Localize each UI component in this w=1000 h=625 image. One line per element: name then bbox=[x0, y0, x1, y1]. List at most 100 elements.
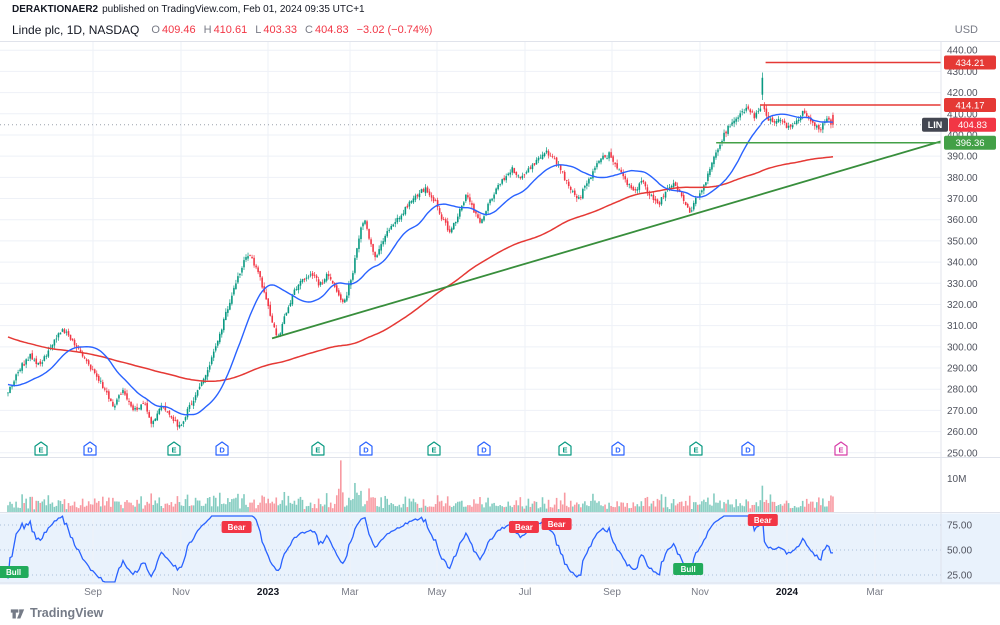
ma-fast-line bbox=[7, 113, 834, 416]
svg-text:Bear: Bear bbox=[548, 520, 566, 529]
last-price-badge bbox=[949, 117, 996, 132]
svg-text:Bear: Bear bbox=[754, 516, 772, 525]
svg-text:Jul: Jul bbox=[519, 587, 532, 598]
volume-series bbox=[7, 460, 834, 512]
time-axis-labels: Sep Nov 2023 Mar May Jul Sep Nov 2024 Mar bbox=[84, 587, 884, 598]
price-axis-labels: 440.00430.00420.00410.00400.00390.00380.… bbox=[947, 46, 978, 582]
ohlc-pair: O 409.46 bbox=[151, 24, 195, 36]
svg-text:Sep: Sep bbox=[603, 587, 621, 598]
svg-text:Bear: Bear bbox=[228, 523, 246, 532]
svg-text:D: D bbox=[615, 446, 621, 455]
svg-text:390.00: 390.00 bbox=[947, 152, 978, 163]
svg-text:396.36: 396.36 bbox=[955, 138, 984, 149]
svg-text:D: D bbox=[745, 446, 751, 455]
symbol-badge bbox=[922, 117, 948, 132]
tradingview-logo-text: TradingView bbox=[30, 606, 104, 620]
earnings-marker[interactable] bbox=[834, 441, 848, 456]
earnings-marker[interactable] bbox=[34, 441, 48, 456]
svg-text:414.17: 414.17 bbox=[955, 100, 984, 111]
svg-text:350.00: 350.00 bbox=[947, 236, 978, 247]
dividend-marker[interactable] bbox=[215, 441, 229, 456]
svg-text:E: E bbox=[693, 446, 698, 455]
dividend-marker[interactable] bbox=[359, 441, 373, 456]
tradingview-logo[interactable]: TradingView bbox=[10, 606, 103, 621]
svg-text:Mar: Mar bbox=[341, 587, 359, 598]
close-label: C bbox=[305, 23, 313, 36]
svg-text:D: D bbox=[219, 446, 225, 455]
chart-area[interactable]: Bull Bear Bear Bear Bull Bear E D E D E D E D E D E D E 440… bbox=[0, 42, 1000, 601]
chart-canvas[interactable]: Bull Bear Bear Bear Bull Bear E D E D E D E D E D E D E 440… bbox=[0, 42, 1000, 601]
price-axis-badges: 434.21 414.17 396.36 LIN 404.83 bbox=[922, 55, 996, 150]
svg-text:D: D bbox=[363, 446, 369, 455]
attribution-username: DERAKTIONAER2 bbox=[12, 3, 99, 15]
svg-text:E: E bbox=[171, 446, 176, 455]
open-label: O bbox=[151, 23, 160, 36]
open-value: 409.46 bbox=[161, 23, 196, 36]
svg-text:E: E bbox=[838, 446, 843, 455]
currency-label[interactable]: USD bbox=[954, 23, 978, 36]
signal-badges: Bull Bear Bear Bear Bull Bear bbox=[0, 514, 778, 578]
svg-text:D: D bbox=[481, 446, 487, 455]
grid-lines bbox=[0, 42, 941, 583]
earnings-marker[interactable] bbox=[689, 441, 703, 456]
svg-text:290.00: 290.00 bbox=[947, 364, 978, 375]
svg-text:404.83: 404.83 bbox=[958, 120, 987, 131]
svg-text:Bull: Bull bbox=[681, 565, 696, 574]
svg-text:380.00: 380.00 bbox=[947, 173, 978, 184]
ohlc-readout: O 409.46 H 410.61 L 403.33 C 404.83 −3.02 (−… bbox=[151, 24, 432, 36]
svg-text:E: E bbox=[562, 446, 567, 455]
svg-text:Mar: Mar bbox=[866, 587, 884, 598]
price-axis[interactable] bbox=[941, 42, 1000, 583]
svg-text:2023: 2023 bbox=[257, 587, 280, 598]
svg-text:Nov: Nov bbox=[691, 587, 709, 598]
candlestick-series bbox=[7, 72, 834, 431]
svg-text:320.00: 320.00 bbox=[947, 300, 978, 311]
svg-text:LIN: LIN bbox=[928, 120, 943, 130]
dividend-marker[interactable] bbox=[477, 441, 491, 456]
earnings-marker[interactable] bbox=[558, 441, 572, 456]
svg-text:310.00: 310.00 bbox=[947, 321, 978, 332]
svg-text:E: E bbox=[315, 446, 320, 455]
svg-text:270.00: 270.00 bbox=[947, 406, 978, 417]
change-value: −3.02 (−0.74%) bbox=[356, 23, 433, 36]
earnings-marker[interactable] bbox=[311, 441, 325, 456]
svg-text:330.00: 330.00 bbox=[947, 279, 978, 290]
svg-text:50.00: 50.00 bbox=[947, 546, 972, 557]
svg-text:75.00: 75.00 bbox=[947, 521, 972, 532]
high-value: 410.61 bbox=[213, 23, 248, 36]
ma-slow-line bbox=[7, 155, 834, 383]
ohlc-pair: H 410.61 bbox=[204, 24, 248, 36]
svg-text:2024: 2024 bbox=[776, 587, 799, 598]
earnings-marker[interactable] bbox=[427, 441, 441, 456]
dividend-marker[interactable] bbox=[741, 441, 755, 456]
time-axis[interactable] bbox=[0, 583, 1000, 601]
svg-text:E: E bbox=[432, 446, 437, 455]
svg-text:360.00: 360.00 bbox=[947, 215, 978, 226]
ohlc-pair: C 404.83 bbox=[305, 24, 349, 36]
svg-text:Nov: Nov bbox=[172, 587, 190, 598]
svg-text:Bull: Bull bbox=[6, 568, 21, 577]
low-value: 403.33 bbox=[263, 23, 297, 36]
svg-text:260.00: 260.00 bbox=[947, 427, 978, 438]
svg-text:May: May bbox=[428, 587, 447, 598]
svg-text:410.00: 410.00 bbox=[947, 109, 978, 120]
svg-text:Sep: Sep bbox=[84, 587, 102, 598]
svg-text:10M: 10M bbox=[947, 474, 966, 485]
trendline[interactable] bbox=[271, 140, 942, 340]
svg-text:340.00: 340.00 bbox=[947, 258, 978, 269]
svg-text:440.00: 440.00 bbox=[947, 46, 978, 57]
earnings-marker[interactable] bbox=[167, 441, 181, 456]
attribution-text: published on TradingView.com, Feb 01, 20… bbox=[102, 3, 365, 15]
svg-text:420.00: 420.00 bbox=[947, 88, 978, 99]
tradingview-logo-icon bbox=[10, 608, 25, 618]
svg-text:E: E bbox=[39, 446, 44, 455]
svg-text:250.00: 250.00 bbox=[947, 448, 978, 459]
svg-text:Bear: Bear bbox=[515, 523, 533, 532]
symbol-title[interactable]: Linde plc, 1D, NASDAQ bbox=[12, 22, 140, 37]
attribution-bar: DERAKTIONAER2 published on TradingView.c… bbox=[0, 0, 1000, 18]
svg-text:430.00: 430.00 bbox=[947, 67, 978, 78]
dividend-marker[interactable] bbox=[611, 441, 625, 456]
dividend-marker[interactable] bbox=[83, 441, 97, 456]
